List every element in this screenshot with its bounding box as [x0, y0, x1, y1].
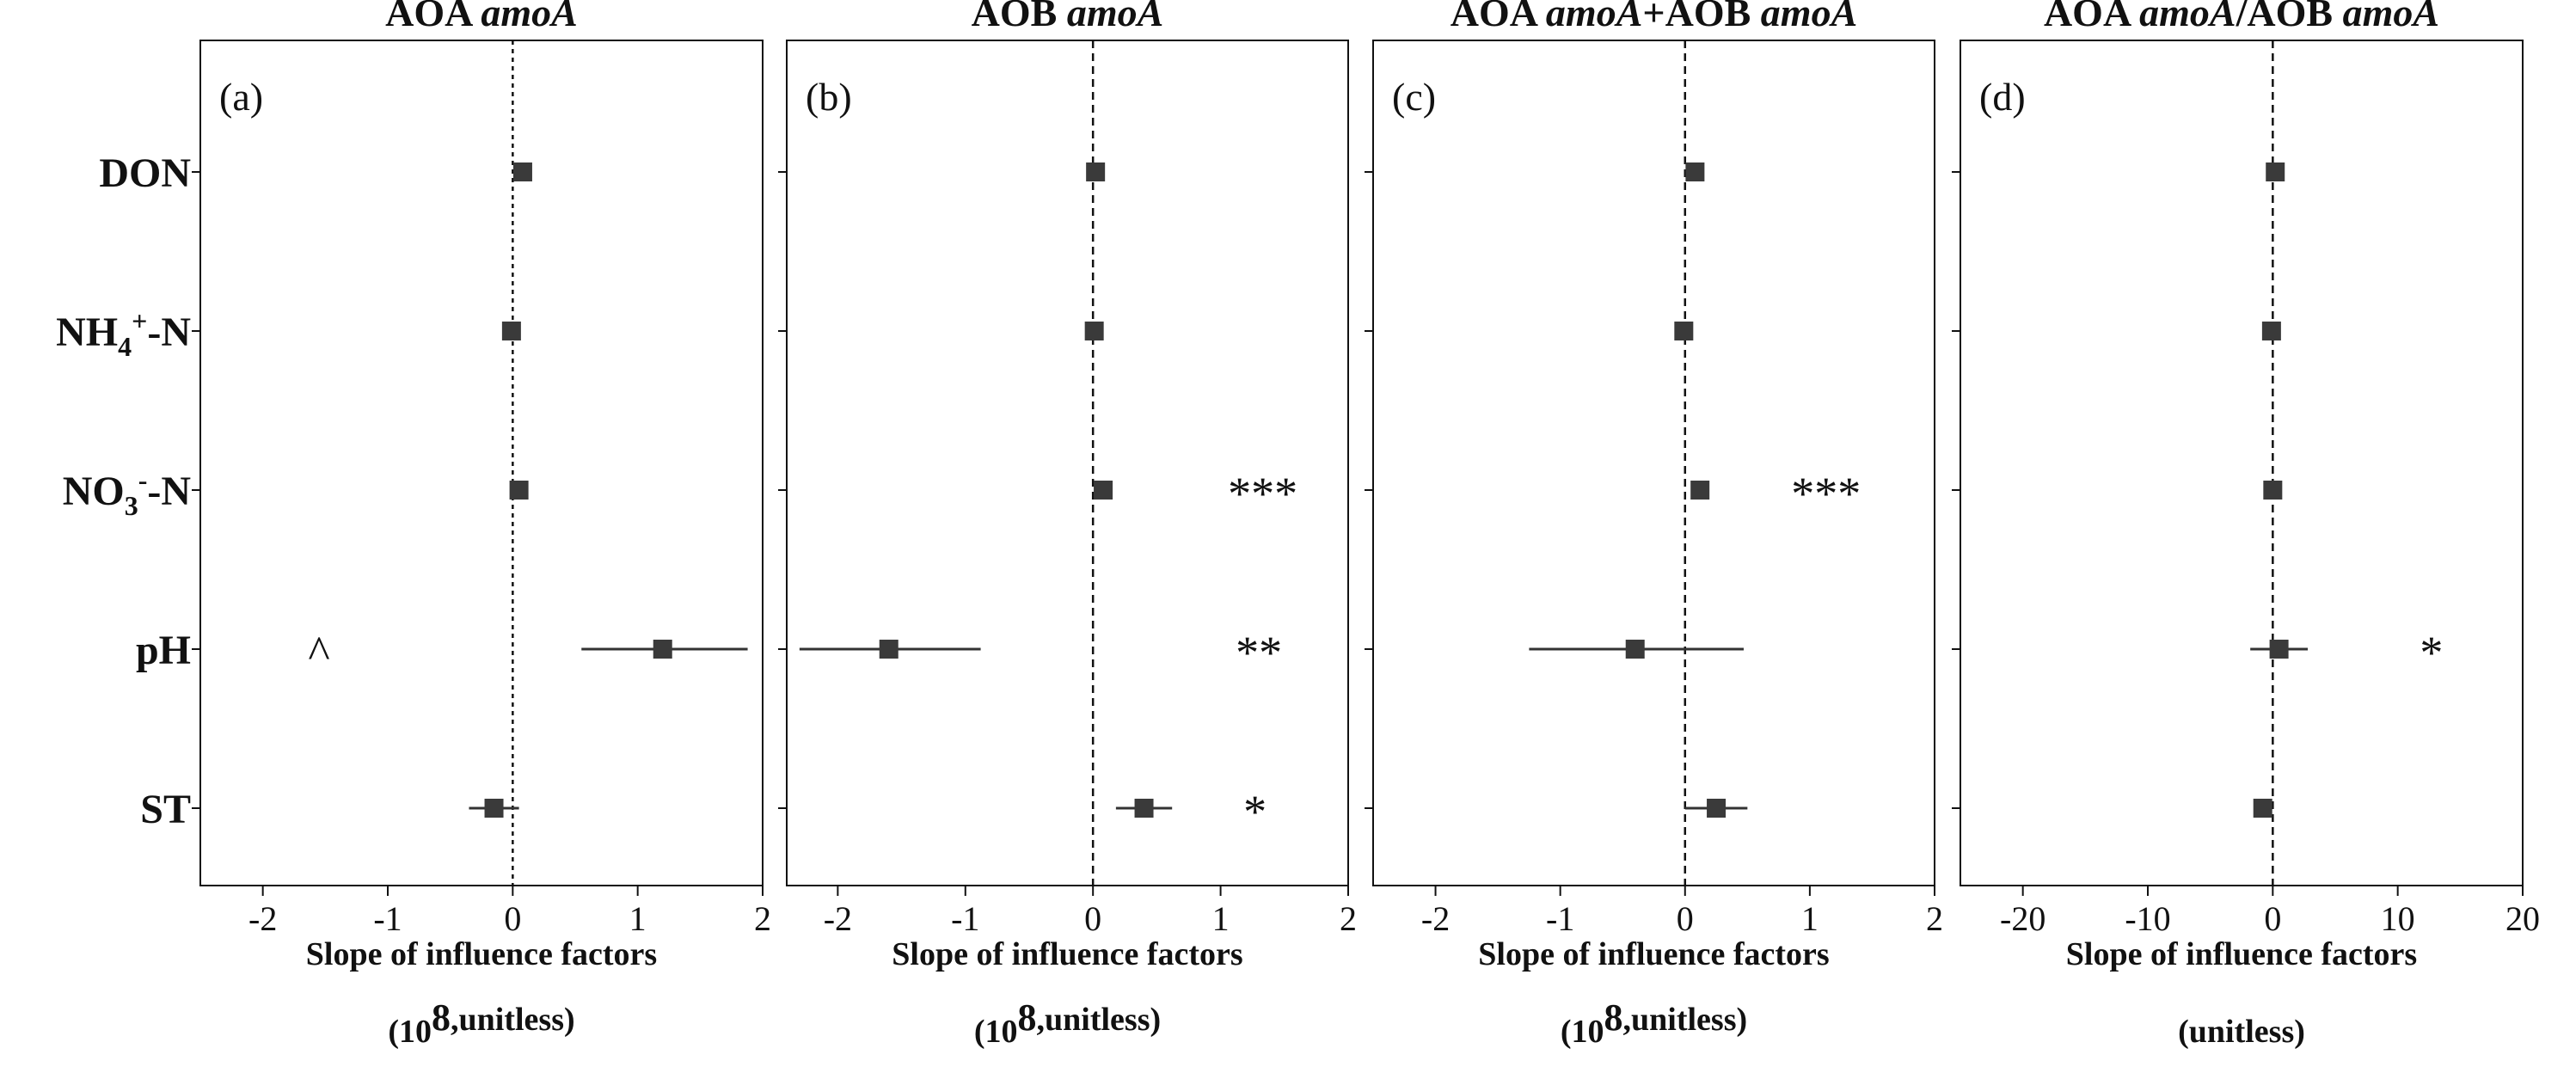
- point-estimate-pH: [1625, 640, 1645, 659]
- x-tick-label: 1: [629, 899, 647, 938]
- x-axis-unit: (108,unitless): [1561, 996, 1747, 1050]
- x-tick-label: -2: [1421, 899, 1450, 938]
- point-estimate-pH: [653, 640, 672, 659]
- point-estimate-DON: [1685, 162, 1705, 181]
- x-axis-unit: (108,unitless): [388, 996, 574, 1050]
- x-tick-label: 2: [1926, 899, 1943, 938]
- point-estimate-DON: [512, 162, 532, 181]
- x-tick-label: 0: [1677, 899, 1694, 938]
- panel-title: AOA amoA+AOB amoA: [1451, 0, 1858, 34]
- panel-title: AOA amoA: [385, 0, 578, 34]
- x-tick-label: -10: [2125, 899, 2170, 938]
- point-estimate-pH: [2269, 640, 2289, 659]
- point-estimate-pH: [879, 640, 899, 659]
- x-axis-unit: (108,unitless): [974, 996, 1161, 1050]
- x-tick-label: -1: [951, 899, 979, 938]
- x-tick-label: 1: [1801, 899, 1819, 938]
- x-tick-label: -1: [1546, 899, 1574, 938]
- panel-label: (b): [806, 75, 852, 119]
- significance-marker: ^: [308, 627, 329, 678]
- point-estimate-NO3--N: [1690, 481, 1710, 500]
- point-estimate-NO3--N: [1094, 481, 1113, 500]
- x-tick-label: -2: [248, 899, 277, 938]
- point-estimate-NO3--N: [2263, 481, 2283, 500]
- x-tick-label: 20: [2505, 899, 2540, 938]
- x-tick-label: 10: [2381, 899, 2415, 938]
- panel-frame: [199, 40, 764, 886]
- y-tick-label-3: pH: [136, 628, 191, 673]
- point-estimate-DON: [2266, 162, 2285, 181]
- panel-title: AOB amoA: [972, 0, 1164, 34]
- significance-marker: ***: [1228, 468, 1297, 519]
- point-estimate-ST: [1707, 799, 1727, 818]
- x-axis-label: Slope of influence factors: [2066, 936, 2417, 972]
- point-estimate-NO3--N: [509, 481, 529, 500]
- panel-frame: [786, 40, 1349, 886]
- point-estimate-ST: [1134, 799, 1154, 818]
- panel-title: AOA amoA/AOB amoA: [2044, 0, 2439, 34]
- point-estimate-NH4+-N: [2261, 322, 2281, 340]
- significance-marker: *: [2420, 627, 2443, 678]
- x-tick-label: 0: [504, 899, 521, 938]
- significance-marker: **: [1236, 627, 1282, 678]
- x-axis-label: Slope of influence factors: [306, 936, 657, 972]
- x-tick-label: 0: [2264, 899, 2281, 938]
- x-axis-label: Slope of influence factors: [892, 936, 1242, 972]
- x-tick-label: -1: [373, 899, 402, 938]
- point-estimate-ST: [484, 799, 504, 818]
- panel-label: (d): [1979, 75, 2026, 119]
- y-tick-label-4: ST: [140, 787, 191, 832]
- y-tick-label-0: DON: [99, 150, 191, 196]
- point-estimate-NH4+-N: [1084, 322, 1104, 340]
- significance-marker: *: [1243, 786, 1267, 837]
- x-tick-label: 0: [1084, 899, 1101, 938]
- y-tick-label-2: NO3--N: [63, 464, 192, 521]
- x-tick-label: -20: [2000, 899, 2045, 938]
- point-estimate-ST: [2253, 799, 2272, 818]
- x-tick-label: 1: [1212, 899, 1230, 938]
- point-estimate-NH4+-N: [1674, 322, 1694, 340]
- x-axis-label: Slope of influence factors: [1478, 936, 1829, 972]
- point-estimate-DON: [1086, 162, 1106, 181]
- x-axis-unit: (unitless): [2178, 1014, 2305, 1050]
- panel-a: AOA amoA (a) -2 -1 0 1 2 Slope of influence fac…: [192, 0, 771, 1050]
- x-tick-label: 2: [754, 899, 771, 938]
- panel-c: AOA amoA+AOB amoA (c) -2 -1 0 1 2 Slope of infl…: [1365, 0, 1943, 1050]
- panel-b: AOB amoA (b) -2 -1 0 1 2 Slope of influence fac…: [778, 0, 1357, 1050]
- panel-label: (c): [1392, 75, 1436, 119]
- x-tick-label: 2: [1340, 899, 1357, 938]
- y-tick-label-1: NH4+-N: [56, 305, 191, 362]
- point-estimate-NH4+-N: [501, 322, 521, 340]
- significance-marker: ***: [1791, 468, 1861, 519]
- panel-label: (a): [219, 75, 263, 119]
- panel-frame: [1372, 40, 1935, 886]
- panel-d: AOA amoA/AOB amoA (d) -20 -10 0 10 20 Slope of …: [1952, 0, 2540, 1050]
- x-tick-label: -2: [824, 899, 852, 938]
- panel-frame: [1960, 40, 2524, 886]
